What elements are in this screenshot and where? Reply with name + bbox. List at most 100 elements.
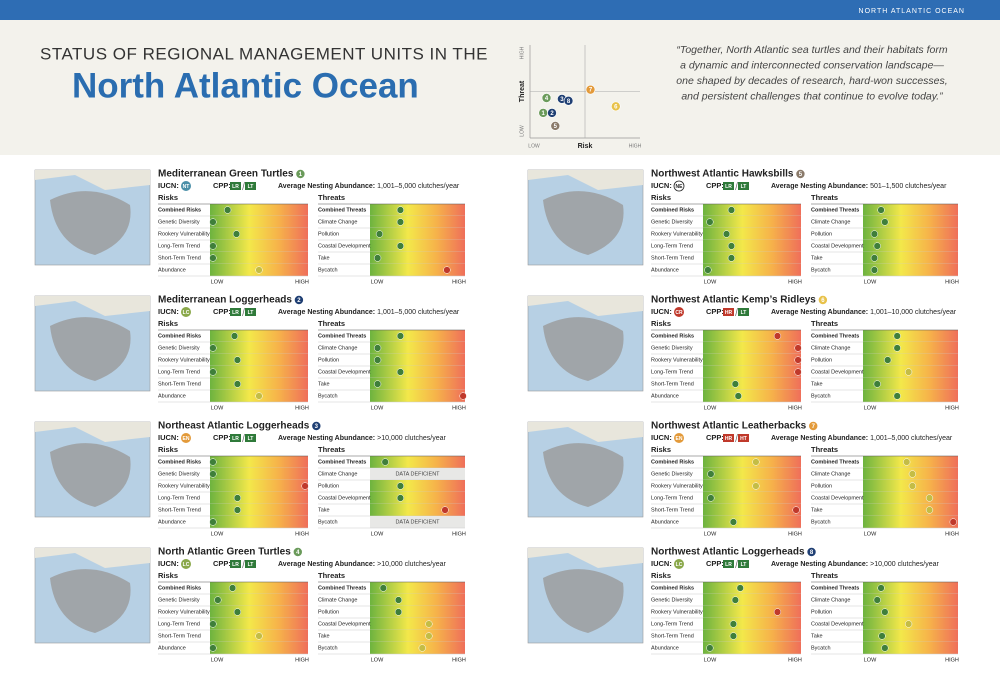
- score-dot: [873, 596, 881, 604]
- data-deficient: DATA DEFICIENT: [395, 471, 440, 477]
- cpp-code: LT: [741, 184, 747, 190]
- map-range: [543, 569, 624, 633]
- heat-row: [703, 504, 801, 516]
- map-land: [528, 548, 643, 568]
- abundance-label: Average Nesting Abundance:: [278, 561, 375, 568]
- plot-point: [541, 93, 552, 103]
- score-dot: [233, 506, 242, 514]
- cpp-badge: [245, 560, 256, 568]
- iucn-status: LC: [183, 562, 190, 568]
- unit-number-badge: [809, 421, 818, 431]
- score-dot: [903, 458, 911, 466]
- row-label: Abundance: [651, 393, 679, 399]
- cpp-label: CPP:: [706, 433, 724, 442]
- row-label: Combined Risks: [158, 207, 201, 213]
- unit-number-badge: [818, 295, 828, 305]
- data-deficient: DATA DEFICIENT: [395, 519, 440, 525]
- score-dot: [459, 392, 467, 400]
- score-dot: [904, 368, 913, 376]
- row-label: Coastal Development: [318, 243, 371, 249]
- score-dot: [881, 644, 889, 652]
- row-label: Combined Threats: [811, 459, 859, 465]
- iucn-status: EN: [676, 436, 683, 442]
- abundance-value: >10,000 clutches/year: [870, 561, 939, 568]
- cpp-code: LR: [232, 562, 239, 568]
- scale-low: LOW: [211, 531, 224, 537]
- scale-low: LOW: [704, 657, 717, 663]
- score-dot: [878, 632, 886, 640]
- heat-row: [210, 354, 308, 366]
- iucn-label: IUCN:: [651, 433, 672, 442]
- row-label: Short-Term Trend: [651, 255, 694, 261]
- plot-y-high: HIGH: [519, 46, 525, 59]
- heat-row: [370, 216, 465, 228]
- row-label: Climate Change: [811, 597, 850, 603]
- score-dot: [727, 242, 736, 250]
- heat-row: [863, 492, 958, 504]
- heat-row: [210, 240, 308, 252]
- row-label: Take: [318, 507, 330, 513]
- row-label: Combined Threats: [318, 585, 366, 591]
- row-label: Coastal Development: [318, 369, 371, 375]
- map-land: [528, 422, 643, 442]
- unit-number-badge: [293, 547, 302, 557]
- heat-row: [370, 390, 465, 402]
- deficient-row: [370, 516, 465, 528]
- score-dot: [232, 230, 241, 238]
- heat-row: [370, 378, 465, 390]
- cpp-badge: [738, 182, 749, 190]
- row-label: Bycatch: [811, 393, 831, 399]
- row-label: Long-Term Trend: [158, 369, 200, 375]
- score-dot: [870, 254, 879, 262]
- scale-high: HIGH: [452, 531, 466, 537]
- row-label: Take: [318, 381, 330, 387]
- unit-number-badge: [294, 295, 304, 305]
- score-dot: [223, 206, 232, 214]
- scale-high: HIGH: [945, 531, 959, 537]
- heat-row: [370, 618, 465, 630]
- cpp-divider: [735, 433, 738, 443]
- abundance-label: Average Nesting Abundance:: [771, 561, 868, 568]
- row-label: Bycatch: [811, 645, 831, 651]
- cpp-divider: [242, 181, 245, 191]
- score-dot: [707, 494, 715, 502]
- row-label: Combined Threats: [318, 333, 366, 339]
- cpp-badge: [230, 182, 241, 190]
- row-label: Bycatch: [318, 645, 338, 651]
- score-dot: [373, 344, 382, 352]
- heat-row: [863, 204, 958, 216]
- plot-x-low: LOW: [528, 143, 540, 149]
- iucn-label: IUCN:: [651, 307, 672, 316]
- iucn-badge: [674, 307, 684, 317]
- unit-name: North Atlantic Green Turtles: [158, 547, 291, 558]
- row-label: Coastal Development: [318, 495, 371, 501]
- row-label: Combined Risks: [651, 333, 694, 339]
- heat-row: [703, 618, 801, 630]
- row-label: Combined Risks: [158, 459, 201, 465]
- row-label: Climate Change: [811, 471, 850, 477]
- iucn-label: IUCN:: [158, 307, 179, 316]
- plot-point-label: 8: [567, 99, 571, 105]
- row-label: Bycatch: [318, 393, 338, 399]
- heat-row: [370, 354, 465, 366]
- heat-row: [210, 330, 308, 342]
- row-label: Pollution: [811, 231, 832, 237]
- score-dot: [727, 254, 736, 262]
- iucn-status: LC: [676, 562, 683, 568]
- row-label: Combined Risks: [158, 585, 201, 591]
- heat-row: [370, 228, 465, 240]
- cpp-code: LR: [725, 184, 732, 190]
- heat-row: [370, 252, 465, 264]
- heat-row: [703, 216, 801, 228]
- map-range: [543, 191, 624, 255]
- score-dot: [908, 470, 917, 478]
- row-label: Genetic Diversity: [158, 471, 200, 477]
- heat-row: [210, 642, 308, 654]
- unit-number: 7: [812, 424, 816, 430]
- row-label: Pollution: [811, 483, 832, 489]
- row-label: Climate Change: [811, 345, 850, 351]
- score-dot: [209, 254, 217, 262]
- row-label: Coastal Development: [318, 621, 371, 627]
- row-label: Combined Risks: [158, 333, 201, 339]
- heat-row: [703, 516, 801, 528]
